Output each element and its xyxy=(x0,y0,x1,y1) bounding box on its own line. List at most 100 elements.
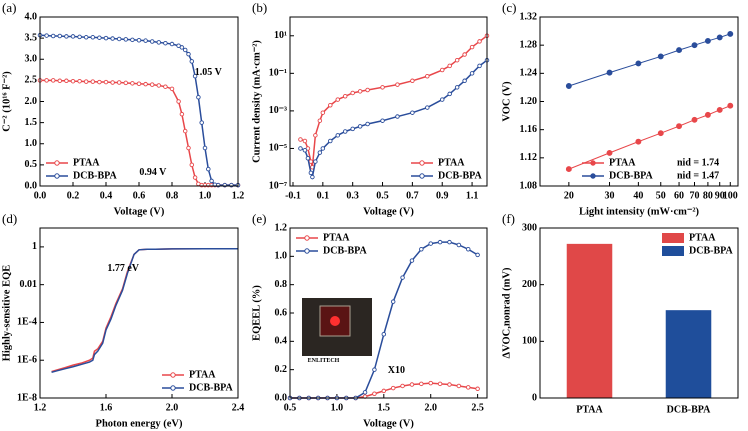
y-axis-label: ΔVOC,nonrad (mV) xyxy=(501,267,512,358)
legend-marker xyxy=(304,235,310,241)
legend-label: DCB-BPA xyxy=(609,170,653,181)
marker xyxy=(136,81,142,87)
bar xyxy=(665,310,712,398)
marker xyxy=(447,63,452,69)
y-tick-label: 1.5 xyxy=(25,117,38,128)
x-tick-label: 2.0 xyxy=(424,402,437,413)
marker xyxy=(635,138,642,145)
marker xyxy=(313,159,318,164)
marker xyxy=(202,145,208,151)
marker xyxy=(400,275,405,280)
y-tick-label: 3.0 xyxy=(25,54,38,65)
legend-note: nid = 1.74 xyxy=(677,157,719,168)
marker xyxy=(635,60,642,67)
marker xyxy=(206,166,211,172)
marker xyxy=(410,78,415,84)
y-tick-label: 1.0 xyxy=(275,251,288,262)
x-tick-label: 1.0 xyxy=(199,190,212,201)
marker xyxy=(395,114,400,119)
marker xyxy=(475,386,480,392)
marker xyxy=(606,149,613,156)
marker xyxy=(57,33,63,39)
y-tick-label: 0.0 xyxy=(25,180,38,191)
marker xyxy=(110,36,115,41)
marker xyxy=(179,45,185,50)
marker xyxy=(320,110,326,115)
x-tick-label: -0.1 xyxy=(285,190,301,201)
y-tick-label: 1E-4 xyxy=(17,317,37,328)
marker xyxy=(97,35,102,40)
annotation: X10 xyxy=(388,365,405,376)
marker xyxy=(57,78,63,84)
x-tick-label: 100 xyxy=(723,190,738,201)
marker xyxy=(447,91,452,97)
y-tick-label: 2.5 xyxy=(25,75,38,86)
y-tick-label: 10¹ xyxy=(274,30,287,41)
panel-label: (f) xyxy=(502,211,515,226)
y-tick-label: 200 xyxy=(522,279,537,290)
marker xyxy=(409,258,415,263)
marker xyxy=(50,78,56,83)
marker xyxy=(64,34,69,39)
marker xyxy=(676,123,682,130)
y-tick-label: 1.16 xyxy=(520,124,538,135)
marker xyxy=(419,381,424,387)
panel-label: (b) xyxy=(252,0,267,15)
marker xyxy=(179,111,185,117)
series-line xyxy=(39,34,238,186)
y-tick-label: 1.0 xyxy=(25,138,38,149)
plot-frame xyxy=(39,227,239,399)
marker xyxy=(454,85,460,90)
x-tick-label: 70 xyxy=(690,190,700,201)
legend-label: DCB-BPA xyxy=(189,382,233,393)
legend-label: PTAA xyxy=(189,369,216,380)
marker xyxy=(691,116,698,123)
y-tick-label: 2.0 xyxy=(25,96,38,107)
y-tick-label: 1.2 xyxy=(275,222,288,233)
marker xyxy=(425,105,430,110)
marker xyxy=(189,59,195,64)
x-tick-label: 1.5 xyxy=(378,402,391,413)
marker xyxy=(606,69,613,76)
marker xyxy=(199,120,204,125)
marker xyxy=(90,79,96,84)
marker xyxy=(395,82,400,87)
marker xyxy=(189,162,195,168)
annotation: 0.94 V xyxy=(139,167,167,178)
bar xyxy=(566,243,613,398)
marker xyxy=(400,383,405,389)
marker xyxy=(44,33,49,38)
marker xyxy=(143,81,148,87)
panel-label: (e) xyxy=(252,211,266,226)
marker xyxy=(182,47,188,53)
plot-frame xyxy=(539,16,739,187)
marker xyxy=(372,391,377,397)
legend-label: PTAA xyxy=(323,232,350,243)
marker xyxy=(437,381,443,387)
marker xyxy=(90,35,96,40)
x-tick-label: 0.4 xyxy=(100,190,113,201)
marker xyxy=(365,121,370,127)
marker xyxy=(302,148,308,153)
x-tick-label: 1.6 xyxy=(100,402,113,413)
marker xyxy=(704,111,711,118)
marker xyxy=(298,137,303,142)
marker xyxy=(192,175,198,180)
marker xyxy=(163,84,168,89)
marker xyxy=(428,241,433,246)
legend-label: DCB-BPA xyxy=(438,170,482,181)
marker xyxy=(182,128,188,134)
marker xyxy=(176,99,181,104)
legend-swatch xyxy=(662,233,684,243)
x-tick-label: 0.5 xyxy=(284,402,297,413)
marker xyxy=(419,246,424,252)
marker xyxy=(209,178,214,184)
marker xyxy=(439,97,445,102)
marker xyxy=(70,78,76,84)
marker xyxy=(313,133,318,138)
marker xyxy=(475,252,480,258)
marker xyxy=(77,34,82,40)
y-tick-label: 3.5 xyxy=(25,32,38,43)
y-tick-label: 10⁻³ xyxy=(269,105,287,116)
marker xyxy=(704,37,711,44)
